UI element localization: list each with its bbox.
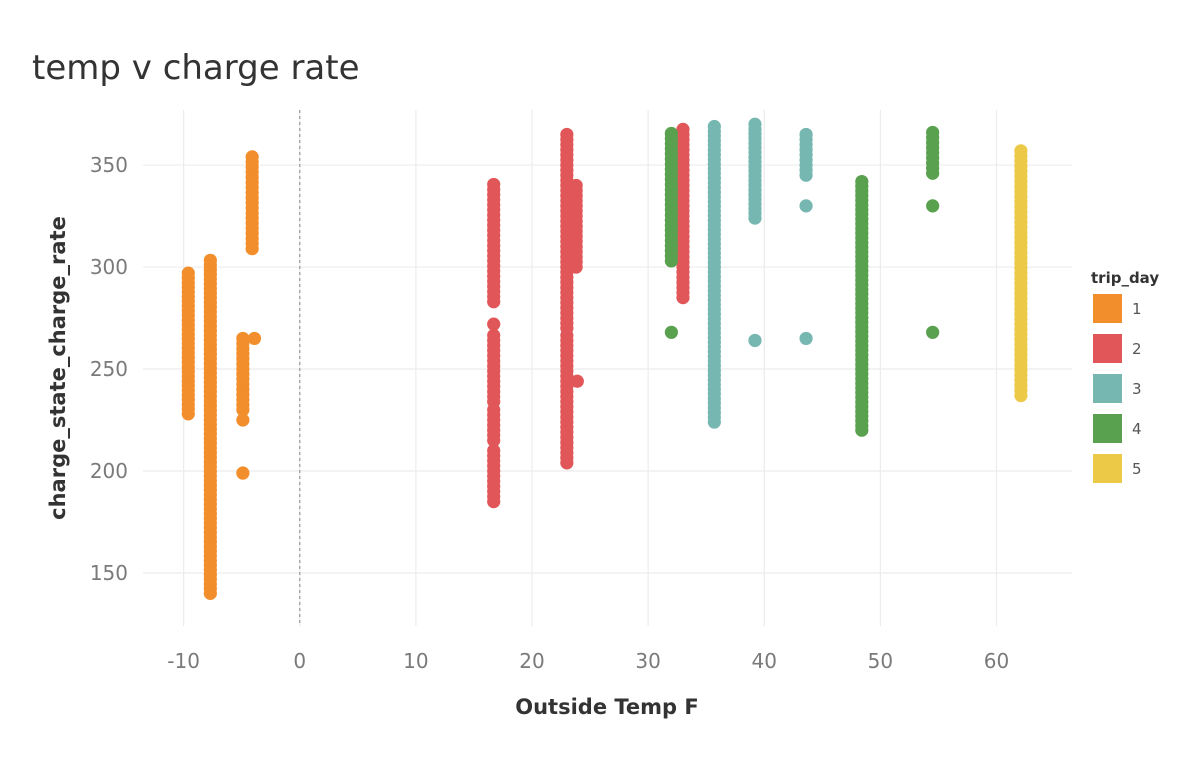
legend-swatch bbox=[1093, 334, 1122, 363]
x-tick-label: 0 bbox=[293, 649, 306, 673]
legend-swatch bbox=[1093, 414, 1122, 443]
series-3 bbox=[707, 117, 813, 429]
chart-title: temp v charge rate bbox=[32, 48, 360, 88]
x-tick-label: 60 bbox=[984, 649, 1009, 673]
legend-label: 5 bbox=[1132, 460, 1142, 478]
data-point bbox=[676, 122, 690, 136]
legend-swatch bbox=[1093, 374, 1122, 403]
y-tick-label: 300 bbox=[90, 255, 128, 279]
grid-lines bbox=[143, 110, 1072, 626]
data-point bbox=[748, 333, 762, 348]
legend-label: 3 bbox=[1132, 380, 1142, 398]
y-axis-ticks: 150 200 250 300 350 bbox=[90, 153, 128, 585]
data-point bbox=[236, 331, 250, 346]
data-point bbox=[570, 374, 584, 388]
data-points bbox=[181, 117, 1028, 600]
x-axis-ticks: -10 0 10 20 30 40 50 60 bbox=[167, 649, 1009, 673]
legend: trip_day 1 2 3 4 5 bbox=[1091, 269, 1159, 483]
data-point bbox=[799, 331, 813, 346]
legend-item-4: 4 bbox=[1093, 414, 1142, 443]
legend-label: 2 bbox=[1132, 340, 1142, 358]
data-point bbox=[664, 126, 678, 141]
series-2 bbox=[487, 122, 690, 509]
data-point bbox=[926, 125, 940, 140]
series-5 bbox=[1014, 144, 1028, 403]
y-tick-label: 350 bbox=[90, 153, 128, 177]
legend-label: 1 bbox=[1132, 300, 1142, 318]
data-point bbox=[560, 127, 574, 142]
y-tick-label: 250 bbox=[90, 357, 128, 381]
x-tick-label: -10 bbox=[167, 649, 200, 673]
data-point bbox=[236, 466, 250, 480]
series-4 bbox=[664, 125, 940, 437]
data-point bbox=[926, 199, 940, 213]
y-tick-label: 200 bbox=[90, 459, 128, 483]
x-tick-label: 10 bbox=[403, 649, 428, 673]
data-point bbox=[245, 150, 259, 164]
data-point bbox=[203, 253, 217, 267]
x-tick-label: 20 bbox=[519, 649, 544, 673]
x-tick-label: 30 bbox=[635, 649, 660, 673]
y-axis-label: charge_state_charge_rate bbox=[46, 216, 70, 520]
legend-item-5: 5 bbox=[1093, 454, 1142, 483]
data-point bbox=[855, 174, 869, 189]
y-tick-label: 150 bbox=[90, 561, 128, 585]
legend-item-3: 3 bbox=[1093, 374, 1142, 403]
data-point bbox=[487, 177, 501, 192]
data-point bbox=[748, 117, 762, 131]
x-tick-label: 40 bbox=[752, 649, 777, 673]
legend-item-1: 1 bbox=[1093, 294, 1142, 323]
data-point bbox=[181, 266, 195, 280]
data-point bbox=[487, 317, 501, 331]
data-point bbox=[707, 119, 721, 134]
data-point bbox=[487, 328, 501, 342]
data-point bbox=[1014, 144, 1028, 158]
legend-swatch bbox=[1093, 294, 1122, 323]
x-axis-label: Outside Temp F bbox=[515, 695, 698, 719]
data-point bbox=[236, 413, 250, 427]
legend-label: 4 bbox=[1132, 420, 1142, 438]
legend-item-2: 2 bbox=[1093, 334, 1142, 363]
x-tick-label: 50 bbox=[868, 649, 893, 673]
data-point bbox=[926, 325, 940, 339]
data-point bbox=[569, 178, 583, 193]
data-point bbox=[799, 127, 813, 142]
data-point bbox=[664, 325, 678, 339]
data-point bbox=[247, 331, 262, 346]
data-point bbox=[487, 444, 501, 458]
legend-swatch bbox=[1093, 454, 1122, 483]
data-point bbox=[799, 199, 813, 213]
series-1 bbox=[181, 150, 262, 600]
legend-title: trip_day bbox=[1091, 269, 1159, 287]
